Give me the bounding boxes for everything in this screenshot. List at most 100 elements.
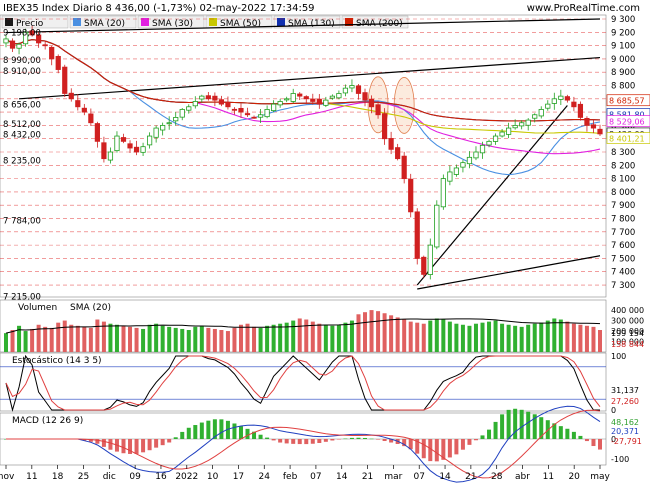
macd-bar (349, 437, 354, 439)
x-tick-label: 07 (413, 472, 424, 482)
volume-bar (369, 310, 374, 352)
candle-body (375, 104, 381, 116)
volume-bar (591, 326, 596, 352)
x-tick-label: 11 (26, 472, 37, 482)
candle-body (192, 101, 198, 107)
x-tick-label: nov (0, 472, 15, 482)
volume-bar (36, 324, 41, 352)
candle-body (590, 124, 597, 129)
macd-bar (121, 439, 126, 454)
macd-bar (101, 439, 106, 447)
volume-bar (363, 312, 368, 352)
candle-body (355, 85, 362, 94)
volume-bar (336, 324, 341, 352)
candle-body (401, 155, 407, 180)
macd-bar (539, 417, 544, 439)
macd-bar (421, 439, 426, 459)
candle-body (166, 122, 172, 125)
volume-bar (317, 323, 322, 352)
candle-body (525, 119, 531, 126)
candle-body (551, 98, 557, 104)
stochastic-title: Estocástico (14 3 5) (12, 356, 102, 366)
volume-bar (173, 327, 178, 352)
macd-bar (598, 439, 602, 450)
x-tick-label: may (590, 472, 610, 482)
macd-bar (232, 423, 237, 439)
candle-body (107, 151, 114, 161)
chart-title: IBEX35 Index Diario 8 436,00 (-1,73%) 02… (3, 3, 315, 14)
x-tick-label: 07 (310, 472, 321, 482)
candle-body (127, 143, 133, 149)
candle-body (160, 125, 166, 131)
candle-body (447, 171, 453, 182)
macd-bar (460, 439, 465, 450)
y-tick-label: 7 900 (611, 201, 635, 211)
left-value-label: 7 215,00 (3, 292, 41, 302)
candle-body (264, 109, 270, 118)
volume-bar (382, 313, 387, 352)
x-tick-label: abr (515, 472, 530, 482)
volume-bar (493, 320, 498, 352)
candle-body (362, 92, 368, 101)
candle-body (55, 55, 61, 70)
stochastic-panel (0, 352, 607, 412)
macd-bar (571, 431, 576, 439)
candle-body (479, 144, 486, 154)
macd-bar (258, 434, 263, 439)
candle-body (460, 162, 466, 168)
macd-bar (310, 439, 315, 444)
volume-tick-label: 300 000 (611, 317, 644, 326)
y-tick-label: 7 600 (611, 241, 635, 251)
candles (3, 25, 603, 280)
volume-bar (199, 325, 204, 352)
volume-bar (480, 322, 485, 352)
y-tick-label: 9 300 (611, 15, 635, 25)
legend-label: SMA (30) (152, 19, 193, 29)
volume-bar (389, 315, 394, 352)
volume-bar (141, 328, 146, 352)
left-value-label: 7 784,00 (3, 217, 41, 227)
trendline (417, 255, 601, 290)
candle-body (257, 114, 264, 118)
macd-bar (480, 435, 485, 439)
candle-body (290, 93, 296, 102)
macd-bar (552, 423, 557, 439)
candle-body (153, 127, 159, 138)
x-tick-label: 24 (259, 472, 271, 482)
y-tick-label: 8 200 (611, 161, 635, 171)
volume-bar (154, 323, 159, 352)
macd-bar (317, 439, 322, 443)
volume-bar (447, 321, 452, 352)
macd-bar (578, 435, 583, 439)
candle-body (408, 178, 414, 213)
volume-bar (513, 325, 518, 352)
volume-bar (408, 321, 413, 352)
volume-bar (193, 326, 198, 352)
right-value-text: 8 685,57 (609, 97, 645, 106)
volume-bar (108, 323, 113, 352)
macd-bar (199, 422, 204, 439)
volume-bar (402, 319, 407, 352)
y-tick-label: 7 500 (611, 254, 635, 264)
legend-label: SMA (20) (84, 19, 125, 29)
candle-body (381, 113, 388, 140)
macd-bar (402, 439, 407, 447)
volume-bar (232, 327, 237, 352)
legend-swatch (345, 18, 353, 26)
candle-body (329, 95, 335, 99)
x-tick-label: 10 (207, 472, 219, 482)
macd-bar (154, 439, 159, 448)
macd-title: MACD (12 26 9) (12, 416, 83, 426)
volume-bar (330, 325, 335, 352)
x-tick-label: 25 (78, 472, 89, 482)
y-tick-label: 8 100 (611, 175, 635, 185)
volume-bar (349, 320, 354, 352)
macd-bar (323, 439, 328, 442)
macd-bar (206, 420, 211, 439)
candle-body (16, 43, 22, 49)
x-tick-label: 28 (491, 472, 503, 482)
macd-bar (500, 414, 505, 439)
moving-average-lines (5, 38, 601, 176)
macd-bar (128, 439, 133, 454)
